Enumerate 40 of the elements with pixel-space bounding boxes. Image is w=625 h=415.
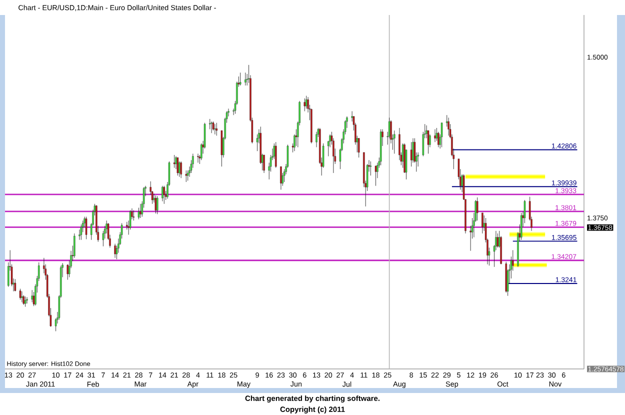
candlestick: [275, 142, 277, 168]
candlestick: [374, 166, 377, 186]
candlestick: [114, 244, 116, 258]
candlestick: [440, 122, 443, 148]
candlestick: [163, 186, 166, 204]
candlestick: [434, 129, 436, 142]
candlestick: [216, 122, 218, 136]
candlestick: [140, 204, 142, 218]
candlestick: [448, 117, 450, 136]
candlestick: [351, 111, 353, 122]
candlestick: [212, 121, 214, 131]
candlestick: [305, 96, 308, 109]
candlestick: [156, 196, 158, 214]
candlestick: [80, 224, 82, 240]
candlestick: [304, 98, 306, 112]
candlestick: [162, 186, 164, 202]
candlestick: [476, 197, 478, 221]
candlestick: [244, 72, 246, 86]
candlestick: [176, 157, 179, 176]
candlestick: [138, 207, 140, 220]
candlestick: [154, 195, 157, 214]
candlestick: [186, 170, 189, 181]
candlestick: [185, 170, 188, 182]
candlestick: [210, 121, 212, 134]
candlestick: [74, 233, 76, 258]
candlestick: [280, 166, 282, 190]
candlestick: [22, 294, 25, 306]
candlestick: [85, 216, 88, 240]
candlestick: [436, 128, 438, 142]
candlestick: [31, 290, 33, 302]
candlestick: [512, 250, 514, 271]
candlestick: [410, 142, 412, 167]
candlestick: [19, 288, 22, 300]
candlestick: [21, 291, 23, 302]
candlestick: [26, 296, 28, 304]
candlestick: [263, 154, 265, 174]
candlestick: [208, 118, 211, 130]
candlestick: [214, 124, 216, 135]
candlestick: [180, 161, 182, 178]
candlestick: [175, 156, 177, 170]
